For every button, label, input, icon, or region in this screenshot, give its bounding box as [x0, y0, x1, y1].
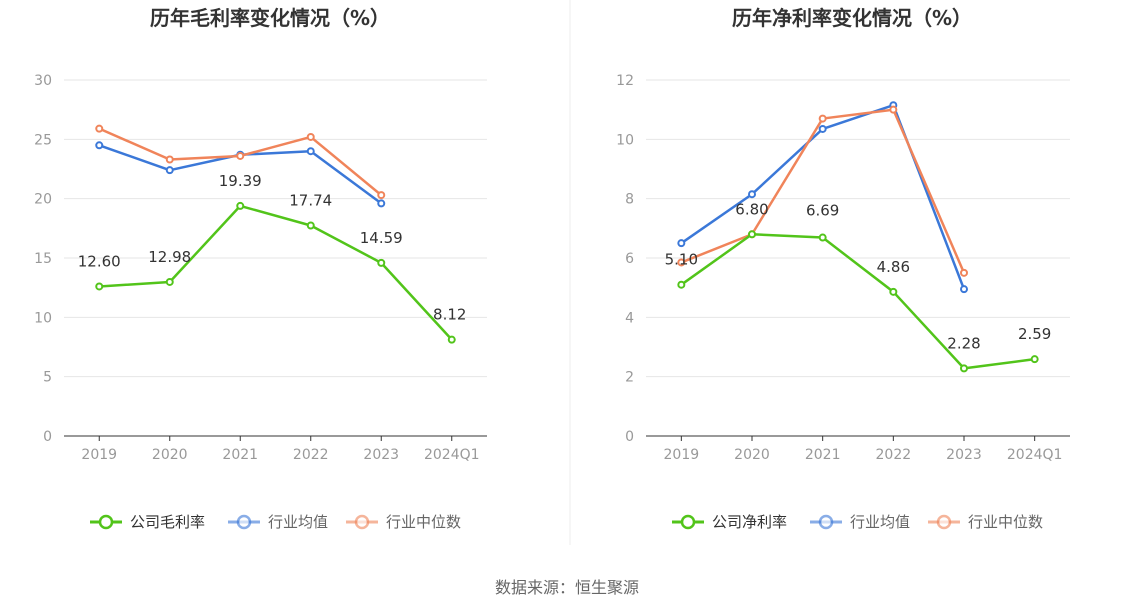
chart-title: 历年净利率变化情况（%） — [732, 6, 972, 30]
x-tick-label: 2021 — [222, 447, 258, 463]
data-label: 4.86 — [877, 258, 910, 276]
data-label: 2.59 — [1018, 325, 1051, 343]
series-line-3 — [680, 108, 966, 274]
y-tick-label: 0 — [625, 429, 634, 445]
data-point — [306, 132, 315, 141]
x-tick-label: 2020 — [734, 447, 770, 463]
data-point — [960, 285, 968, 294]
legend-label: 行业中位数 — [386, 513, 461, 531]
legend-item-2: 行业均值 — [228, 513, 328, 531]
y-tick-label: 10 — [616, 132, 634, 148]
data-label: 12.60 — [78, 252, 121, 270]
data-label: 8.12 — [433, 306, 466, 324]
x-tick-label: 2023 — [946, 447, 982, 463]
data-label: 14.59 — [360, 229, 403, 247]
data-point — [960, 268, 968, 277]
data-point — [889, 105, 898, 114]
data-point — [95, 124, 104, 133]
y-tick-label: 10 — [34, 310, 52, 326]
legend-item-1: 公司净利率 — [672, 513, 787, 531]
legend-item-1: 公司毛利率 — [90, 513, 205, 531]
y-tick-label: 4 — [625, 310, 634, 326]
x-tick-label: 2019 — [664, 447, 700, 463]
data-point — [95, 282, 104, 291]
x-tick-label: 2024Q1 — [1007, 447, 1063, 463]
y-tick-label: 30 — [34, 73, 52, 89]
data-point — [677, 280, 686, 289]
chart-title: 历年毛利率变化情况（%） — [150, 6, 390, 30]
data-point — [889, 287, 898, 296]
data-point — [677, 258, 686, 267]
y-tick-label: 0 — [43, 429, 52, 445]
data-label: 6.80 — [735, 200, 768, 218]
legend-label: 公司毛利率 — [130, 513, 205, 531]
y-tick-label: 20 — [34, 192, 52, 208]
legend-label: 公司净利率 — [712, 513, 787, 531]
data-point — [447, 335, 456, 344]
y-tick-label: 12 — [616, 73, 634, 89]
chart-panel-2: 历年净利率变化情况（%） 0 2 4 6 8 10 12 2019 2020 2021 2022 202… — [616, 6, 1070, 531]
data-point — [165, 277, 174, 286]
data-point — [677, 239, 686, 248]
legend-item-3: 行业中位数 — [928, 513, 1043, 531]
data-point — [377, 199, 386, 208]
data-label: 17.74 — [289, 191, 332, 209]
x-tick-label: 2022 — [876, 447, 912, 463]
data-point — [377, 191, 386, 200]
y-tick-label: 15 — [34, 251, 52, 267]
data-point — [165, 155, 174, 164]
data-point — [818, 124, 827, 133]
data-point — [306, 221, 315, 230]
data-label: 5.10 — [665, 251, 698, 269]
x-tick-label: 2020 — [152, 447, 188, 463]
data-point — [236, 201, 245, 210]
data-label: 6.69 — [806, 202, 839, 220]
data-label: 2.28 — [947, 334, 980, 352]
legend-item-3: 行业中位数 — [346, 513, 461, 531]
data-point — [165, 166, 174, 175]
legend-marker — [936, 514, 952, 530]
data-point — [306, 147, 315, 156]
x-tick-label: 2021 — [805, 447, 841, 463]
y-tick-label: 6 — [625, 251, 634, 267]
y-tick-label: 2 — [625, 370, 634, 386]
data-source-note: 数据来源：恒生聚源 — [494, 578, 639, 597]
data-label: 12.98 — [148, 248, 191, 266]
chart-panel-1: 历年毛利率变化情况（%） 0 5 10 15 20 25 30 2019 2020 2021 2022… — [34, 6, 487, 531]
legend-label: 行业均值 — [850, 513, 910, 531]
x-tick-label: 2023 — [363, 447, 399, 463]
data-point — [818, 114, 827, 123]
data-point — [377, 258, 386, 267]
legend-label: 行业均值 — [268, 513, 328, 531]
y-tick-label: 25 — [34, 132, 52, 148]
data-point — [236, 151, 245, 160]
series-line-1 — [99, 204, 453, 341]
series-line-1 — [680, 233, 1035, 370]
x-tick-label: 2024Q1 — [424, 447, 480, 463]
x-tick-label: 2022 — [293, 447, 329, 463]
data-label: 19.39 — [219, 172, 262, 190]
data-point — [960, 364, 968, 373]
legend-marker — [680, 514, 696, 530]
legend-marker — [354, 514, 370, 530]
legend-label: 行业中位数 — [968, 513, 1043, 531]
y-tick-label: 8 — [625, 192, 634, 208]
data-point — [748, 230, 756, 239]
legend-marker — [98, 514, 114, 530]
legend-item-2: 行业均值 — [810, 513, 910, 531]
legend-marker — [236, 514, 252, 530]
y-tick-label: 5 — [43, 370, 52, 386]
x-tick-label: 2019 — [81, 447, 117, 463]
data-point — [818, 233, 827, 242]
legend-marker — [818, 514, 834, 530]
data-point — [95, 141, 104, 150]
data-point — [748, 190, 756, 199]
data-point — [1030, 355, 1039, 364]
